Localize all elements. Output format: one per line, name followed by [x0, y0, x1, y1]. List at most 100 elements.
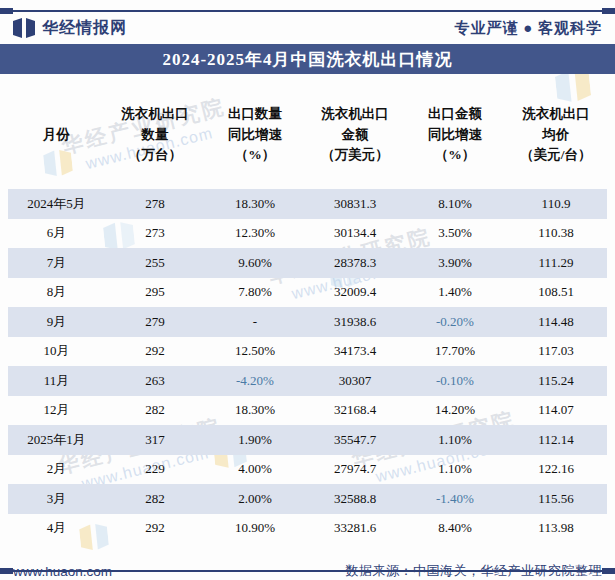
table-cell: 279 [105, 307, 205, 337]
table-cell: 3月 [8, 484, 105, 514]
table-row: 6月 273 12.30% 30134.4 3.50% 110.38 [8, 219, 607, 249]
table-cell: 18.30% [205, 396, 305, 426]
table-cell: 10.90% [205, 514, 305, 544]
table-row: 2025年1月 317 1.90% 35547.7 1.10% 112.14 [8, 425, 607, 455]
table-cell: 8月 [8, 278, 105, 308]
table-cell: 113.98 [505, 514, 607, 544]
table-cell: 1.10% [405, 455, 505, 485]
table-cell: 32588.8 [305, 484, 405, 514]
table-cell: 295 [105, 278, 205, 308]
table-cell: 317 [105, 425, 205, 455]
table-cell: 122.16 [505, 455, 607, 485]
table-cell: 278 [105, 189, 205, 219]
top-rule [0, 10, 615, 12]
table-cell: 14.20% [405, 396, 505, 426]
table-row: 12月 282 18.30% 32168.4 14.20% 114.07 [8, 396, 607, 426]
brand-bar: 华经情报网 专业严谨 ● 客观科学 [0, 16, 615, 40]
table-cell: 9月 [8, 307, 105, 337]
table-cell: - [205, 307, 305, 337]
bottom-rule [0, 570, 615, 572]
table-cell: 11月 [8, 366, 105, 396]
table-row: 2月 229 4.00% 27974.7 1.10% 122.16 [8, 455, 607, 485]
site-name: 华经情报网 [42, 18, 127, 39]
column-header-export-amount: 洗衣机出口 金额 （万美元） [305, 81, 405, 189]
table-cell: 2.00% [205, 484, 305, 514]
table-cell: 273 [105, 219, 205, 249]
table-cell: 9.60% [205, 248, 305, 278]
table-cell: 32168.4 [305, 396, 405, 426]
table-cell: 110.9 [505, 189, 607, 219]
table-cell: -0.20% [405, 307, 505, 337]
table-cell: 2月 [8, 455, 105, 485]
table-cell: 1.90% [205, 425, 305, 455]
table-cell: 292 [105, 337, 205, 367]
table-cell: 4.00% [205, 455, 305, 485]
table-cell: 108.51 [505, 278, 607, 308]
table-row: 2024年5月 278 18.30% 30831.3 8.10% 110.9 [8, 189, 607, 219]
column-header-amount-growth: 出口金额 同比增速 （%） [405, 81, 505, 189]
title-bar: 2024-2025年4月中国洗衣机出口情况 [0, 44, 615, 74]
table-body: 2024年5月 278 18.30% 30831.3 8.10% 110.9 6… [8, 189, 607, 543]
table-cell: 8.40% [405, 514, 505, 544]
table-cell: 28378.3 [305, 248, 405, 278]
column-header-month: 月份 [8, 81, 105, 189]
table-cell: 282 [105, 484, 205, 514]
table-cell: 292 [105, 514, 205, 544]
table-cell: 3.50% [405, 219, 505, 249]
table-row: 9月 279 - 31938.6 -0.20% 114.48 [8, 307, 607, 337]
brand-slogan: 专业严谨 ● 客观科学 [454, 19, 602, 38]
table-cell: 282 [105, 396, 205, 426]
table-cell: 18.30% [205, 189, 305, 219]
table-cell: 34173.4 [305, 337, 405, 367]
table-cell: 229 [105, 455, 205, 485]
table-cell: 31938.6 [305, 307, 405, 337]
table-cell: -4.20% [205, 366, 305, 396]
table-cell: 12.50% [205, 337, 305, 367]
table-cell: 110.38 [505, 219, 607, 249]
table-cell: 6月 [8, 219, 105, 249]
table-cell: 7.80% [205, 278, 305, 308]
table-cell: 4月 [8, 514, 105, 544]
table-cell: 1.40% [405, 278, 505, 308]
column-header-qty-growth: 出口数量 同比增速 （%） [205, 81, 305, 189]
table-cell: 112.14 [505, 425, 607, 455]
table-cell: 10月 [8, 337, 105, 367]
table-cell: 8.10% [405, 189, 505, 219]
table-cell: 255 [105, 248, 205, 278]
table-cell: 117.03 [505, 337, 607, 367]
table-cell: 12月 [8, 396, 105, 426]
export-data-table: 月份 洗衣机出口 数量 （万台） 出口数量 同比增速 （%） 洗衣机出口 金额 … [8, 81, 607, 543]
table-cell: 2025年1月 [8, 425, 105, 455]
table-cell: 32009.4 [305, 278, 405, 308]
table-cell: 17.70% [405, 337, 505, 367]
table-cell: 115.24 [505, 366, 607, 396]
table-cell: -1.40% [405, 484, 505, 514]
page-title: 2024-2025年4月中国洗衣机出口情况 [162, 48, 452, 71]
table-cell: 115.56 [505, 484, 607, 514]
table-row: 7月 255 9.60% 28378.3 3.90% 111.29 [8, 248, 607, 278]
table-row: 3月 282 2.00% 32588.8 -1.40% 115.56 [8, 484, 607, 514]
table-cell: 114.48 [505, 307, 607, 337]
brand-link[interactable]: 华经情报网 [13, 18, 127, 39]
column-header-avg-price: 洗衣机出口 均价 （美元/台） [505, 81, 607, 189]
table-cell: -0.10% [405, 366, 505, 396]
table-cell: 263 [105, 366, 205, 396]
table-cell: 35547.7 [305, 425, 405, 455]
column-header-export-qty: 洗衣机出口 数量 （万台） [105, 81, 205, 189]
table-cell: 30831.3 [305, 189, 405, 219]
table-cell: 114.07 [505, 396, 607, 426]
table-cell: 27974.7 [305, 455, 405, 485]
table-cell: 12.30% [205, 219, 305, 249]
table-row: 10月 292 12.50% 34173.4 17.70% 117.03 [8, 337, 607, 367]
table-cell: 30134.4 [305, 219, 405, 249]
table-cell: 2024年5月 [8, 189, 105, 219]
table-header-row: 月份 洗衣机出口 数量 （万台） 出口数量 同比增速 （%） 洗衣机出口 金额 … [8, 81, 607, 189]
table-row: 8月 295 7.80% 32009.4 1.40% 108.51 [8, 278, 607, 308]
table-cell: 7月 [8, 248, 105, 278]
table-cell: 1.10% [405, 425, 505, 455]
table-cell: 30307 [305, 366, 405, 396]
table-row: 4月 292 10.90% 33281.6 8.40% 113.98 [8, 514, 607, 544]
table-cell: 111.29 [505, 248, 607, 278]
table-cell: 3.90% [405, 248, 505, 278]
table-row: 11月 263 -4.20% 30307 -0.10% 115.24 [8, 366, 607, 396]
